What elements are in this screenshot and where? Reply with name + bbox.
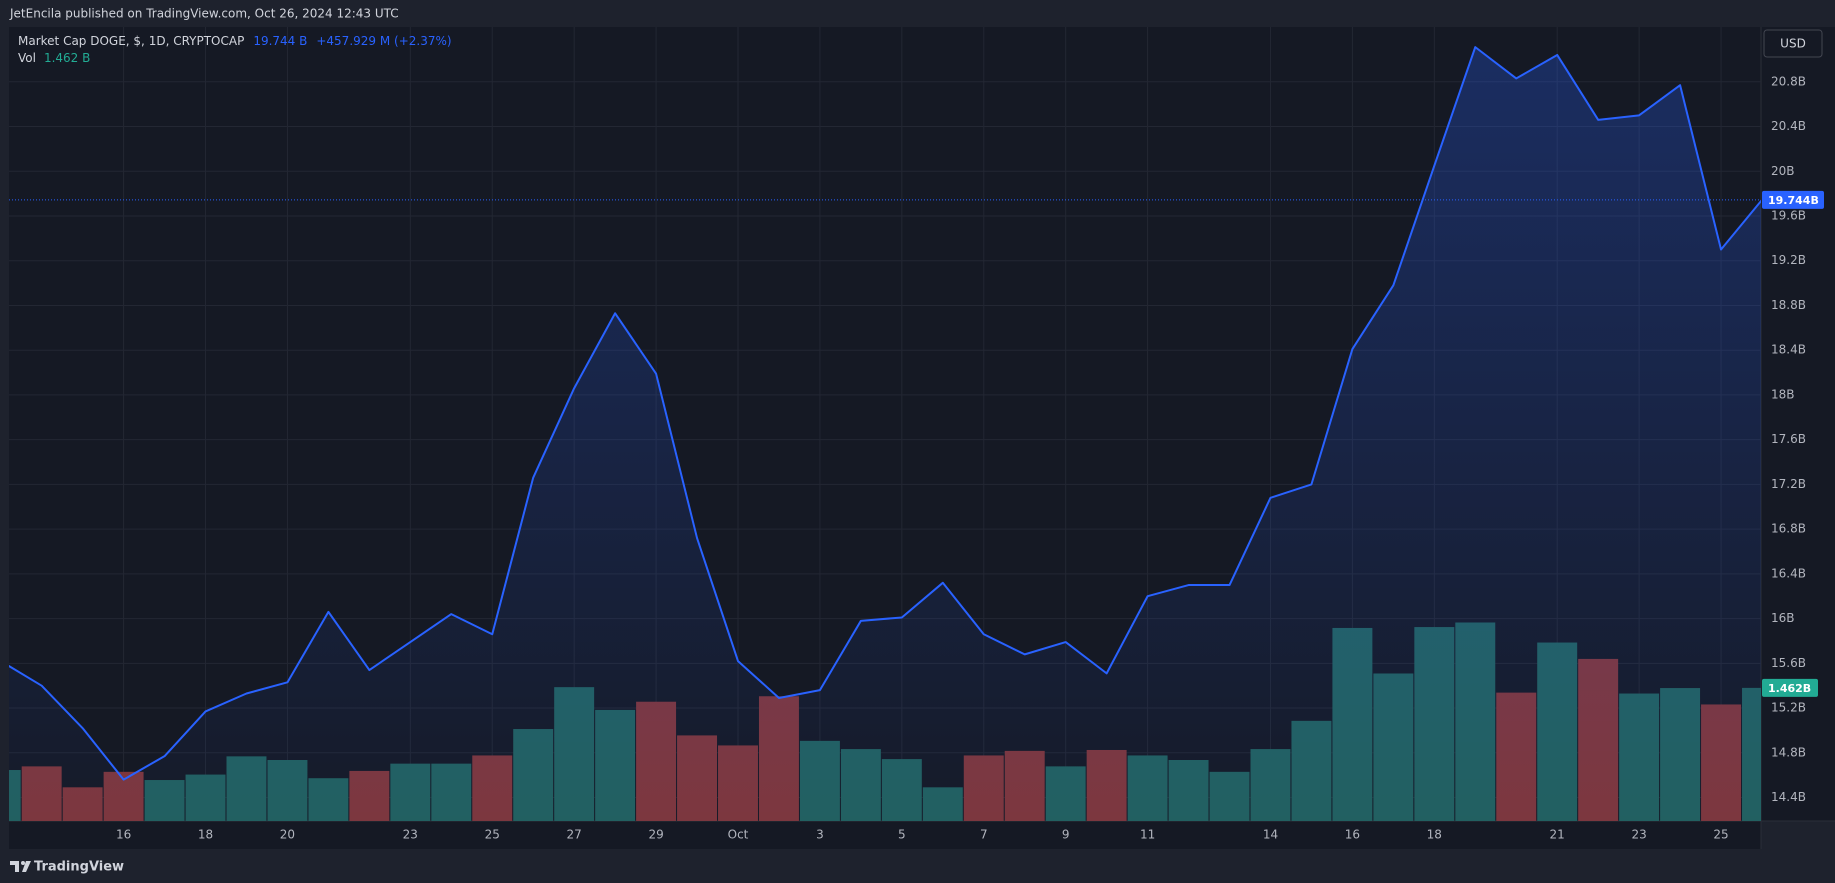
x-tick-label: 18 bbox=[198, 828, 213, 842]
y-tick-label: 20.8B bbox=[1771, 74, 1806, 88]
y-tick-label: 16.4B bbox=[1771, 566, 1806, 580]
brand-logo bbox=[10, 861, 31, 872]
x-tick-label: 23 bbox=[403, 828, 418, 842]
y-tick-label: 14.4B bbox=[1771, 790, 1806, 804]
y-tick-label: 19.6B bbox=[1771, 208, 1806, 222]
legend-change: +457.929 M (+2.37%) bbox=[316, 34, 451, 48]
legend-name: Vol bbox=[18, 51, 36, 65]
x-tick-label: 16 bbox=[116, 828, 131, 842]
legend-main: Market Cap DOGE, $, 1D, CRYPTOCAP 19.744 … bbox=[18, 34, 452, 48]
legend-value: 1.462 B bbox=[44, 51, 90, 65]
y-tick-label: 18.4B bbox=[1771, 343, 1806, 357]
x-tick-label: 21 bbox=[1550, 828, 1565, 842]
x-tick-label: 16 bbox=[1345, 828, 1360, 842]
x-tick-label: 20 bbox=[280, 828, 295, 842]
y-tick-label: 17.6B bbox=[1771, 432, 1806, 446]
x-tick-label: Oct bbox=[728, 828, 749, 842]
currency-button[interactable] bbox=[1763, 29, 1823, 58]
y-tick-label: 17.2B bbox=[1771, 477, 1806, 491]
currency-label: USD bbox=[1780, 37, 1806, 51]
x-tick-label: 29 bbox=[648, 828, 663, 842]
x-tick-label: 11 bbox=[1140, 828, 1155, 842]
x-tick-label: 23 bbox=[1631, 828, 1646, 842]
area-fill bbox=[9, 47, 1761, 821]
x-tick-label: 3 bbox=[816, 828, 824, 842]
y-tick-label: 16.8B bbox=[1771, 522, 1806, 536]
y-tick-label: 15.6B bbox=[1771, 656, 1806, 670]
legend-value: 19.744 B bbox=[253, 34, 307, 48]
x-tick-label: 25 bbox=[485, 828, 500, 842]
legend-name: Market Cap DOGE, $, 1D, CRYPTOCAP bbox=[18, 34, 244, 48]
axes: 14.4B 14.8B 15.2B 15.6B 16B 16.4B 16.8B 17.2B 17… bbox=[116, 74, 1824, 842]
brand: TradingView bbox=[34, 860, 124, 875]
x-tick-label: 5 bbox=[898, 828, 906, 842]
y-tick-label: 19.2B bbox=[1771, 253, 1806, 267]
x-tick-label: 18 bbox=[1427, 828, 1442, 842]
y-tick-label: 20.4B bbox=[1771, 119, 1806, 133]
plot bbox=[9, 46, 1761, 821]
legend-volume: Vol 1.462 B bbox=[18, 51, 90, 65]
price-tag-label: 19.744B bbox=[1768, 194, 1819, 207]
volume-tag-label: 1.462B bbox=[1768, 682, 1811, 695]
y-tick-label: 18B bbox=[1771, 387, 1795, 401]
y-tick-label: 15.2B bbox=[1771, 701, 1806, 715]
volume-tag bbox=[1762, 678, 1818, 697]
attribution: JetEncila published on TradingView.com, … bbox=[9, 7, 399, 21]
y-tick-label: 16B bbox=[1771, 611, 1795, 625]
y-tick-label: 14.8B bbox=[1771, 745, 1806, 759]
x-tick-label: 7 bbox=[980, 828, 988, 842]
x-tick-label: 25 bbox=[1713, 828, 1728, 842]
y-tick-label: 18.8B bbox=[1771, 298, 1806, 312]
x-tick-label: 14 bbox=[1263, 828, 1278, 842]
x-tick-label: 9 bbox=[1062, 828, 1070, 842]
price-line bbox=[9, 46, 1761, 781]
price-tag bbox=[1762, 190, 1824, 209]
y-tick-label: 20B bbox=[1771, 164, 1795, 178]
x-tick-label: 27 bbox=[567, 828, 582, 842]
time-axis bbox=[9, 821, 1761, 849]
